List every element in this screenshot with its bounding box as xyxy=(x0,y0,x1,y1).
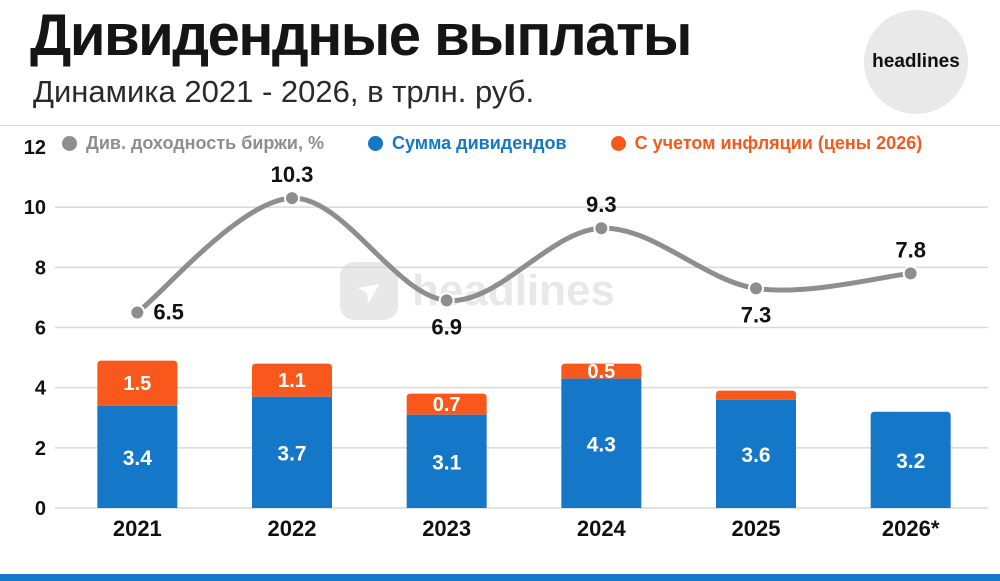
line-point xyxy=(438,292,455,309)
line-point xyxy=(593,220,610,237)
svg-text:3.4: 3.4 xyxy=(123,447,153,470)
headlines-logo-text: headlines xyxy=(872,51,960,72)
bars: 1.5 3.4 1.1 3.7 0.7 3.1 0.5 4.3 3.6 3.2 xyxy=(97,360,951,508)
svg-text:0.7: 0.7 xyxy=(433,394,461,416)
svg-text:0: 0 xyxy=(35,498,46,520)
bar-segment-dividends xyxy=(252,396,332,508)
svg-text:2: 2 xyxy=(35,438,46,460)
line-point xyxy=(129,304,146,321)
header-divider xyxy=(0,125,1000,126)
bottom-accent-bar xyxy=(0,574,1000,581)
page-subtitle: Динамика 2021 - 2026, в трлн. руб. xyxy=(33,74,535,109)
svg-text:2023: 2023 xyxy=(422,516,471,541)
svg-text:0.5: 0.5 xyxy=(587,361,615,383)
chart-legend: Див. доходность биржи, % Сумма дивидендов… xyxy=(62,133,922,154)
svg-text:3.7: 3.7 xyxy=(277,442,306,465)
legend-dot-icon xyxy=(367,136,383,151)
bar-segment-inflation xyxy=(716,390,796,400)
bar-segment-dividends xyxy=(870,411,951,508)
legend-label: Сумма дивидендов xyxy=(391,133,567,153)
dividends-chart: 1.5 3.4 1.1 3.7 0.7 3.1 0.5 4.3 3.6 3.2 6.5 10.3 6.9… xyxy=(24,137,988,541)
legend-item: Сумма дивидендов xyxy=(367,133,567,154)
svg-text:10.3: 10.3 xyxy=(271,162,314,187)
headlines-logo: headlines xyxy=(864,10,968,114)
svg-text:9.3: 9.3 xyxy=(586,192,617,217)
svg-text:2025: 2025 xyxy=(732,516,781,541)
legend-item: Див. доходность биржи, % xyxy=(62,133,324,154)
line-point xyxy=(284,190,300,207)
legend-dot-icon xyxy=(610,136,626,151)
svg-text:6.9: 6.9 xyxy=(431,314,462,339)
bar-segment-inflation xyxy=(252,363,332,397)
bar-segment-dividends xyxy=(406,414,487,508)
svg-text:2024: 2024 xyxy=(577,516,627,541)
legend-dot-icon xyxy=(62,136,77,151)
svg-text:6.5: 6.5 xyxy=(153,299,184,324)
bar-segment-dividends xyxy=(561,378,642,508)
line-point xyxy=(748,280,764,297)
svg-text:2026*: 2026* xyxy=(882,516,940,541)
legend-item: С учетом инфляции (цены 2026) xyxy=(610,133,923,154)
svg-text:7.8: 7.8 xyxy=(895,237,926,262)
bar-segment-inflation xyxy=(406,393,487,415)
bar-segment-inflation xyxy=(561,363,642,379)
svg-text:3.6: 3.6 xyxy=(741,444,770,467)
svg-text:4.3: 4.3 xyxy=(587,433,616,456)
svg-text:12: 12 xyxy=(24,137,46,159)
trend-line: 6.5 10.3 6.9 9.3 7.3 7.8 xyxy=(129,162,926,339)
svg-text:3.1: 3.1 xyxy=(432,451,462,474)
telegram-plane-icon: ➤ xyxy=(340,262,398,320)
svg-text:1.1: 1.1 xyxy=(278,370,306,392)
bar-segment-inflation xyxy=(97,360,178,406)
bar-segment-dividends xyxy=(97,405,178,508)
gridlines xyxy=(55,206,988,509)
svg-text:1.5: 1.5 xyxy=(123,373,151,395)
page-title: Дивидендные выплаты xyxy=(30,3,692,68)
axis-labels: 0 2 4 6 8 10 12 2021 2022 2023 2024 2025 2026* xyxy=(24,137,940,541)
svg-text:8: 8 xyxy=(35,257,46,279)
svg-text:10: 10 xyxy=(24,197,46,219)
svg-text:3.2: 3.2 xyxy=(896,450,925,473)
bar-segment-dividends xyxy=(716,399,796,508)
svg-text:7.3: 7.3 xyxy=(741,302,772,327)
line-point xyxy=(902,265,919,282)
svg-text:2021: 2021 xyxy=(113,516,162,541)
svg-text:2022: 2022 xyxy=(268,516,317,541)
legend-label: С учетом инфляции (цены 2026) xyxy=(634,133,923,153)
svg-text:6: 6 xyxy=(35,318,46,340)
legend-label: Див. доходность биржи, % xyxy=(86,133,324,153)
svg-text:4: 4 xyxy=(35,378,47,400)
